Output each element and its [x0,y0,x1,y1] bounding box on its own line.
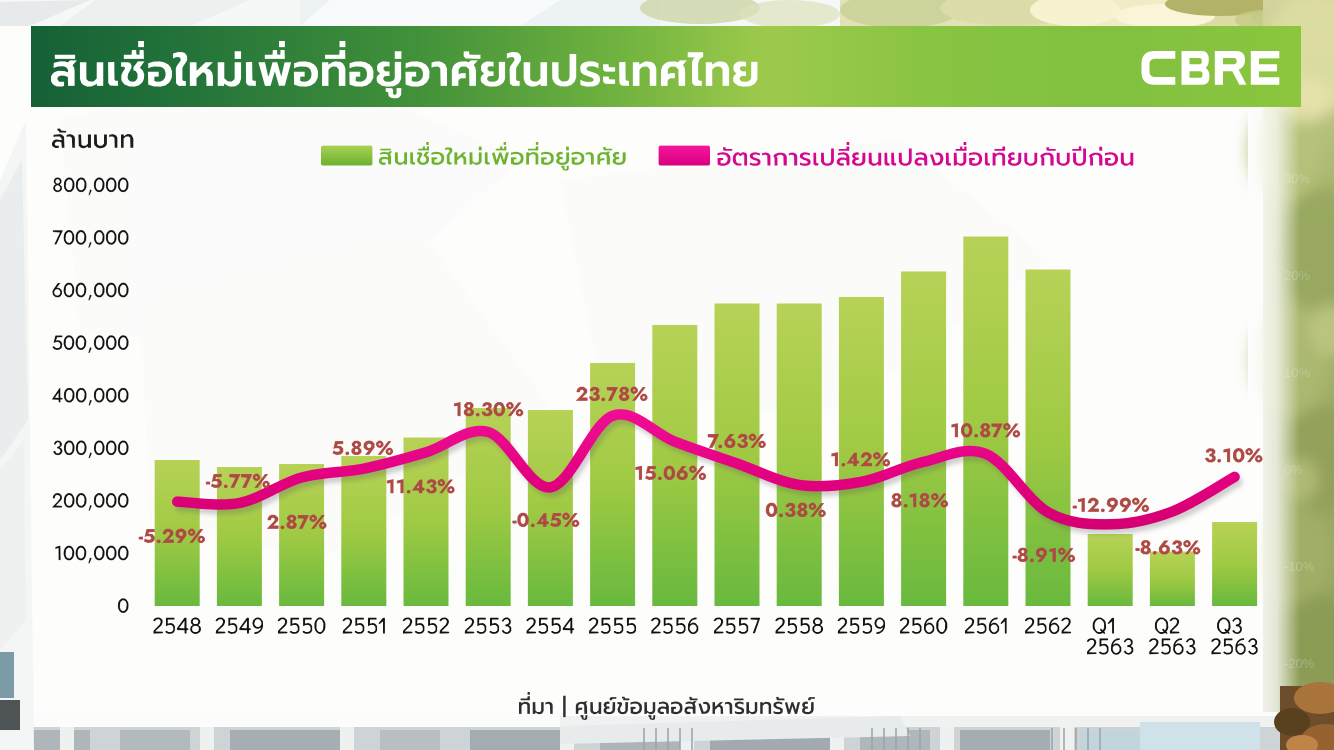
svg-text:30%: 30% [1284,171,1310,186]
svg-text:0%: 0% [1284,462,1303,477]
svg-text:20%: 20% [1284,268,1310,283]
svg-text:-10%: -10% [1284,559,1315,574]
svg-text:-20%: -20% [1284,656,1315,671]
svg-text:10%: 10% [1284,365,1310,380]
